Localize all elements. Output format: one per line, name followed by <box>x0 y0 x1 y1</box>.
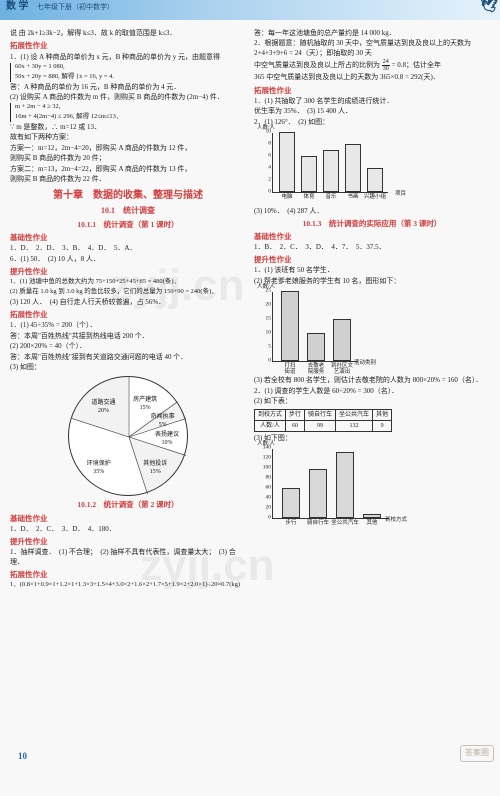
subsection-title: 10.1.2 统计调查（第 2 课时） <box>10 500 246 510</box>
eq: 60x + 30y = 1 080, <box>15 63 65 70</box>
text: 方案二：m=13，2m−4=22，即购买 A 商品的件数为 13 件， <box>10 165 246 174</box>
eq: 16m + 4(2m−4) ≤ 296, <box>15 113 74 120</box>
eq: 解得 <box>61 73 74 80</box>
band-title: 提升性作业 <box>10 267 246 277</box>
text: 答：本周"百姓热线"接到有关道路交通问题的电话 40 个． <box>10 353 246 362</box>
text: 故有如下两种方案： <box>10 133 246 142</box>
text: 1．(1) 该班有 50 名学生． <box>254 266 490 275</box>
eq: 解得 12≤m≤13． <box>76 113 122 120</box>
band-title: 基础性作业 <box>10 514 246 524</box>
page-number: 10 <box>18 750 27 762</box>
text: 中空气质量达到良及良以上所占的比例为 2430 = 0.8；估计全年 <box>254 59 490 72</box>
right-column: 答：每一年这池塘鱼的总产量约是 14 000 kg． 2．根据题意：随机抽取的 … <box>254 28 490 796</box>
text: (3) 如下图： <box>254 434 490 443</box>
text: 1．(1) 设 A 种商品的单价为 x 元，B 种商品的单价为 y 元，由题意得 <box>10 53 246 62</box>
text: 1．D． 2．D． 3．B． 4．D． 5．A． <box>10 244 246 253</box>
band-title: 拓展性作业 <box>10 41 246 51</box>
text: 方案一：m=12，2m−4=20，即购买 A 商品的件数为 12 件， <box>10 144 246 153</box>
text: (2) 200×20% = 40（个）． <box>10 342 246 351</box>
subsection-title: 10.1.1 统计调查（第 1 课时） <box>10 220 246 230</box>
text: (3) 若全校有 800 名学生，则估计去敬老院的人数为 800×20% = 1… <box>254 376 490 385</box>
subject-label: 数 学 <box>6 1 29 12</box>
equation-system: m + 2m − 4 ≥ 32, 16m + 4(2m−4) ≤ 296, 解得… <box>10 103 246 122</box>
bar-chart-1: 人数/人项目0246810电脑体育音乐书画兴趣小组 <box>272 133 388 193</box>
text: (3) 120 人． (4) 自行走人行天桥较普遍，占 56%． <box>10 298 246 307</box>
bar-chart-3: 人数/人到校方式020406080100120140步行骑自行车坐公共汽车其他 <box>272 449 389 519</box>
text: (3) 如图： <box>10 363 246 372</box>
eq: y = 4. <box>99 73 114 80</box>
text: 说 由 2k+1≥3k−2，解得 k≤3．故 k 的取值范围是 k≤3． <box>10 29 246 38</box>
text: 1．B． 2．C． 3．D． 4．7． 5．37.5． <box>254 243 490 252</box>
text: 答：A 种商品的单价为 16 元，B 种商品的单价为 4 元． <box>10 83 246 92</box>
text: 2．根据题意：随机抽取的 30 天中，空气质量达到良及良以上的天数为 2+4+3… <box>254 39 490 58</box>
grade-label: 七年级下册（初中数学） <box>37 3 114 11</box>
text: (2) 设购买 A 商品的件数为 m 件，则购买 B 商品的件数为 (2m−4)… <box>10 93 246 102</box>
text: 答：本周"百姓热线"共接到热线电话 200 个． <box>10 332 246 341</box>
text: (3) 10%． (4) 287 人． <box>254 207 490 216</box>
text: ∵ m 是整数，∴ m=12 或 13． <box>10 123 246 132</box>
text: 1．(1) 共抽取了 300 名学生的成绩进行统计． <box>254 97 490 106</box>
eq: 50x + 20y = 880, <box>15 73 60 80</box>
site-logo: 答案圈 <box>460 745 494 762</box>
fraction: 2430 <box>382 59 390 72</box>
band-title: 提升性作业 <box>10 537 246 547</box>
chapter-title: 第十章 数据的收集、整理与描述 <box>10 189 246 203</box>
text: 答：每一年这池塘鱼的总产量约是 14 000 kg． <box>254 29 490 38</box>
band-title: 提升性作业 <box>254 255 490 265</box>
eq: m + 2m − 4 ≥ 32, <box>15 103 60 110</box>
bar-chart-2: 人数/人活动类别0510152025打扫 街道去敬老 院服务到社区文 艺演出 <box>272 292 358 362</box>
text: 则购买 B 商品的件数为 22 件． <box>10 175 246 184</box>
text: 优生率为 35%． (3) 15 400 人． <box>254 107 490 116</box>
text: 6．(1) 50． (2) 10 人，8 人． <box>10 255 246 264</box>
band-title: 基础性作业 <box>254 232 490 242</box>
band-title: 基础性作业 <box>10 233 246 243</box>
equation-system: 60x + 30y = 1 080, 50x + 20y = 880, 解得 {… <box>10 63 246 82</box>
page-body: 说 由 2k+1≥3k−2，解得 k≤3．故 k 的取值范围是 k≤3． 拓展性… <box>0 24 500 796</box>
text: 1．(0.8×1+0.9×1+1.2×1+1.3×3+1.5×4+3.0×2+1… <box>10 581 246 590</box>
page-header: 数 学 七年级下册（初中数学） 🕊 <box>0 0 500 20</box>
transport-table: 到校方式步行骑自行车坐公共汽车其他人数/人60991329 <box>254 409 392 432</box>
text: 1．D． 2．C． 3．D． 4．180． <box>10 525 246 534</box>
subsection-title: 10.1.3 统计调查的实际应用（第 3 课时） <box>254 219 490 229</box>
text: 1．(1) 45÷35% = 200（个）． <box>10 321 246 330</box>
band-title: 拓展性作业 <box>254 86 490 96</box>
text: 365 中空气质量达到良及良以上的天数为 365×0.8 = 292(天)． <box>254 73 490 82</box>
text: 则购买 B 商品的件数为 20 件； <box>10 154 246 163</box>
text: 1．抽样调查． (1) 不合理； (2) 抽样不具有代表性，调查量太大； (3)… <box>10 548 246 567</box>
text: 1．(1) 池塘中鱼的总数大约为 75+150+25+45+85 = 480(条… <box>10 278 246 287</box>
bird-icon: 🕊 <box>480 0 498 17</box>
text: 2．(1) 调查的学生人数是 60÷20% = 300（名）． <box>254 387 490 396</box>
text: (2) 如下表： <box>254 397 490 406</box>
text: 2．(1) 126°． (2) 如图： <box>254 118 490 127</box>
section-title: 10.1 统计调查 <box>10 206 246 217</box>
text: (2) 质量在 1.0 kg 到 3.0 kg 的鱼比较多，它们的总量为 150… <box>10 288 246 297</box>
band-title: 拓展性作业 <box>10 570 246 580</box>
eq: x = 16, <box>79 73 97 80</box>
pie-chart: 房产建筑 15%奇闻执事 5%表扬建议 10%其他投诉 15%环境保护 35%道… <box>68 376 188 496</box>
band-title: 拓展性作业 <box>10 310 246 320</box>
text: (2) 帮老爹老娘服务的学生有 10 名，图形如下： <box>254 277 490 286</box>
left-column: 说 由 2k+1≥3k−2，解得 k≤3．故 k 的取值范围是 k≤3． 拓展性… <box>10 28 246 796</box>
